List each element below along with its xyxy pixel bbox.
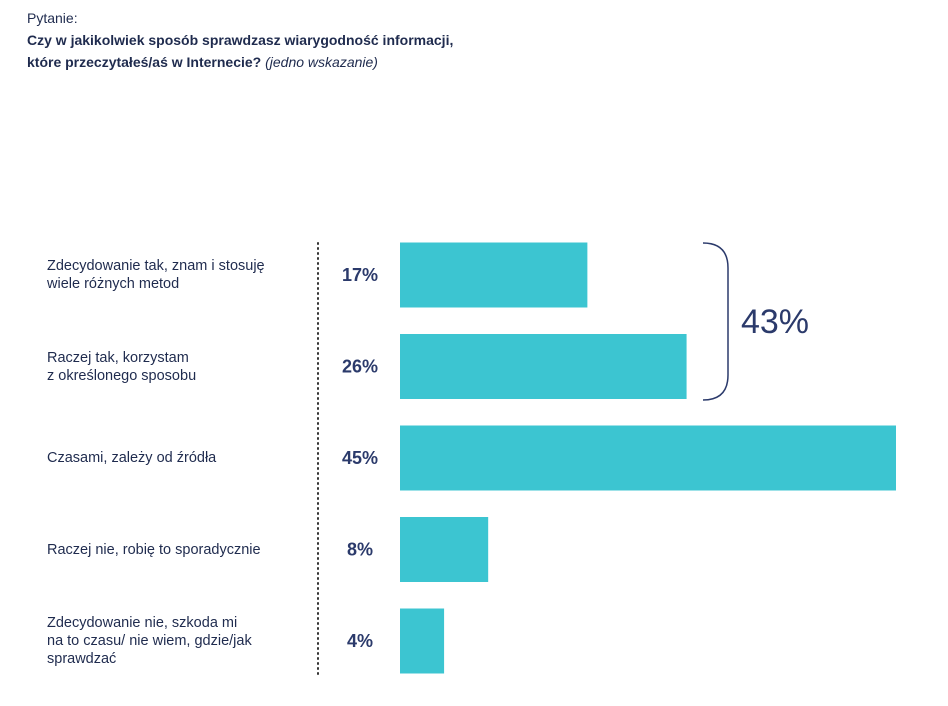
chart-subtitle: (jedno wskazanie): [265, 54, 378, 70]
header: Pytanie: Czy w jakikolwiek sposób sprawd…: [27, 7, 453, 73]
question-label: Pytanie:: [27, 10, 78, 26]
value-label: 4%: [347, 631, 373, 651]
chart-title: Czy w jakikolwiek sposób sprawdzasz wiar…: [27, 32, 454, 70]
bar: [400, 242, 588, 308]
value-label: 45%: [342, 448, 378, 468]
bar: [400, 517, 489, 582]
bracket: [702, 242, 729, 401]
bar: [400, 608, 445, 674]
value-label: 26%: [342, 356, 378, 376]
value-label: 17%: [342, 265, 378, 285]
category-label: Zdecydowanie tak, znam i stosuję wiele r…: [47, 258, 265, 292]
category-label: Raczej nie, robię to sporadycznie: [47, 541, 261, 558]
bracket-label: 43%: [741, 303, 809, 341]
value-label: 8%: [347, 539, 373, 559]
category-label: Zdecydowanie nie, szkoda mi na to czasu/…: [47, 615, 252, 667]
bar: [400, 334, 687, 399]
category-label: Czasami, zależy od źródła: [47, 450, 217, 466]
category-label: Raczej tak, korzystam z określonego spos…: [47, 349, 197, 384]
bar: [400, 425, 896, 491]
